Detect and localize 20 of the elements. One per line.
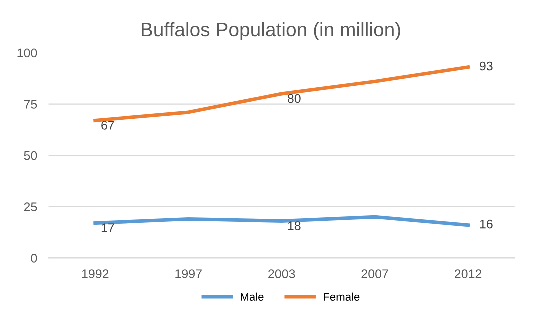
chart-title: Buffalos Population (in million) [142, 22, 400, 41]
y-tick-label: 75 [24, 100, 38, 109]
y-tick-label: 50 [24, 151, 38, 160]
y-tick-label: 0 [31, 254, 38, 263]
line-series [94, 66, 470, 122]
data-label: 16 [480, 220, 493, 229]
y-tick-label: 25 [24, 202, 38, 212]
legend-label: Male [241, 292, 264, 301]
x-tick-label: 1997 [176, 270, 202, 278]
y-tick-label: 100 [18, 48, 38, 58]
x-tick-label: 1992 [82, 270, 109, 278]
data-label: 17 [102, 224, 114, 232]
x-tick-label: 2007 [362, 270, 388, 278]
legend-label: Female [324, 292, 360, 301]
x-tick-label: 2003 [268, 270, 296, 278]
data-label: 18 [288, 222, 301, 230]
data-label: 67 [102, 121, 114, 130]
data-label: 93 [480, 62, 493, 71]
data-label: 80 [288, 94, 301, 104]
x-tick-label: 2012 [455, 270, 482, 278]
